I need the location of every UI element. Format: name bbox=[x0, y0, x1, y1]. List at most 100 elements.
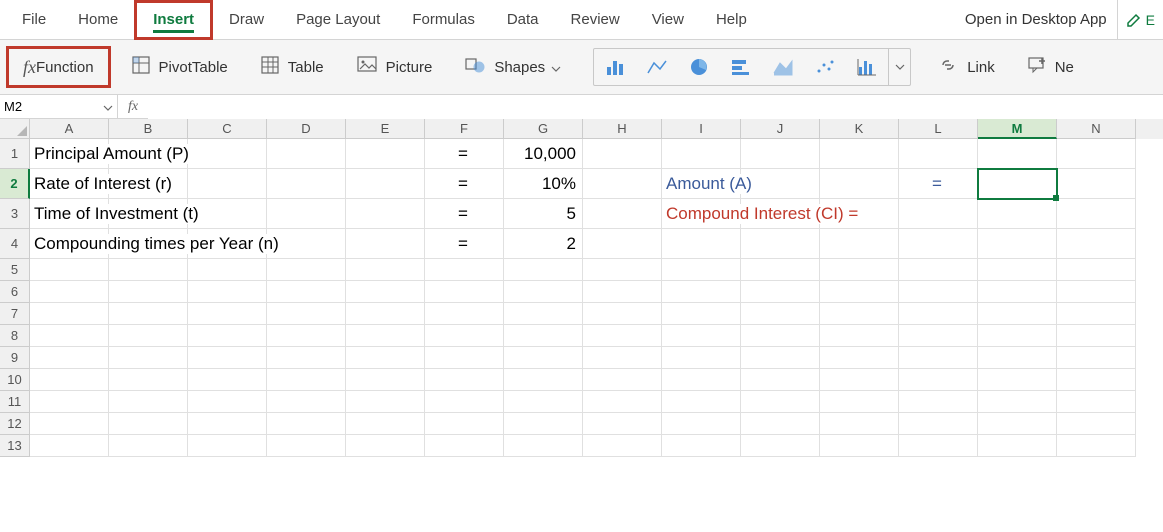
scatter-chart-button[interactable] bbox=[804, 49, 846, 85]
cell-M11[interactable] bbox=[978, 391, 1057, 413]
cell-B10[interactable] bbox=[109, 369, 188, 391]
cell-H1[interactable] bbox=[583, 139, 662, 169]
cell-G13[interactable] bbox=[504, 435, 583, 457]
cell-A3[interactable]: Time of Investment (t) bbox=[30, 199, 109, 229]
column-header-M[interactable]: M bbox=[978, 119, 1057, 139]
column-header-J[interactable]: J bbox=[741, 119, 820, 139]
cell-H5[interactable] bbox=[583, 259, 662, 281]
cell-G5[interactable] bbox=[504, 259, 583, 281]
cell-A8[interactable] bbox=[30, 325, 109, 347]
cell-J10[interactable] bbox=[741, 369, 820, 391]
select-all-corner[interactable] bbox=[0, 119, 30, 139]
cell-D3[interactable] bbox=[267, 199, 346, 229]
cell-M9[interactable] bbox=[978, 347, 1057, 369]
cell-M5[interactable] bbox=[978, 259, 1057, 281]
cell-A13[interactable] bbox=[30, 435, 109, 457]
column-header-A[interactable]: A bbox=[30, 119, 109, 139]
shapes-button[interactable]: Shapes bbox=[452, 48, 581, 86]
cell-F2[interactable]: = bbox=[425, 169, 504, 199]
cell-D8[interactable] bbox=[267, 325, 346, 347]
cell-E5[interactable] bbox=[346, 259, 425, 281]
cell-I2[interactable]: Amount (A) bbox=[662, 169, 741, 199]
cell-G10[interactable] bbox=[504, 369, 583, 391]
cell-K13[interactable] bbox=[820, 435, 899, 457]
cell-I11[interactable] bbox=[662, 391, 741, 413]
open-desktop-button[interactable]: Open in Desktop App bbox=[965, 11, 1107, 28]
cell-F10[interactable] bbox=[425, 369, 504, 391]
cell-B6[interactable] bbox=[109, 281, 188, 303]
cell-N6[interactable] bbox=[1057, 281, 1136, 303]
cell-M7[interactable] bbox=[978, 303, 1057, 325]
cell-G6[interactable] bbox=[504, 281, 583, 303]
column-header-K[interactable]: K bbox=[820, 119, 899, 139]
cell-G7[interactable] bbox=[504, 303, 583, 325]
tab-home[interactable]: Home bbox=[62, 0, 134, 40]
cell-C10[interactable] bbox=[188, 369, 267, 391]
column-header-D[interactable]: D bbox=[267, 119, 346, 139]
chevron-down-icon[interactable] bbox=[103, 99, 113, 114]
cell-D12[interactable] bbox=[267, 413, 346, 435]
cell-L6[interactable] bbox=[899, 281, 978, 303]
cell-I9[interactable] bbox=[662, 347, 741, 369]
cell-N5[interactable] bbox=[1057, 259, 1136, 281]
cell-I13[interactable] bbox=[662, 435, 741, 457]
cell-F11[interactable] bbox=[425, 391, 504, 413]
cell-I3[interactable]: Compound Interest (CI) = bbox=[662, 199, 741, 229]
cell-E10[interactable] bbox=[346, 369, 425, 391]
cell-F13[interactable] bbox=[425, 435, 504, 457]
cell-D2[interactable] bbox=[267, 169, 346, 199]
cell-B7[interactable] bbox=[109, 303, 188, 325]
cell-C1[interactable] bbox=[188, 139, 267, 169]
cell-A2[interactable]: Rate of Interest (r) bbox=[30, 169, 109, 199]
cell-H10[interactable] bbox=[583, 369, 662, 391]
cell-D1[interactable] bbox=[267, 139, 346, 169]
cell-K4[interactable] bbox=[820, 229, 899, 259]
name-box[interactable]: M2 bbox=[0, 95, 118, 119]
tab-insert[interactable]: Insert bbox=[134, 0, 213, 40]
cell-I12[interactable] bbox=[662, 413, 741, 435]
cell-F6[interactable] bbox=[425, 281, 504, 303]
cell-D11[interactable] bbox=[267, 391, 346, 413]
cell-J7[interactable] bbox=[741, 303, 820, 325]
cell-A1[interactable]: Principal Amount (P) bbox=[30, 139, 109, 169]
cell-M10[interactable] bbox=[978, 369, 1057, 391]
cell-J11[interactable] bbox=[741, 391, 820, 413]
editing-button[interactable]: E bbox=[1117, 0, 1163, 40]
cell-N7[interactable] bbox=[1057, 303, 1136, 325]
cell-I6[interactable] bbox=[662, 281, 741, 303]
cell-H4[interactable] bbox=[583, 229, 662, 259]
row-header-8[interactable]: 8 bbox=[0, 325, 30, 347]
column-header-G[interactable]: G bbox=[504, 119, 583, 139]
row-header-13[interactable]: 13 bbox=[0, 435, 30, 457]
cell-L2[interactable]: = bbox=[899, 169, 978, 199]
column-chart-button[interactable] bbox=[594, 49, 636, 85]
cell-N2[interactable] bbox=[1057, 169, 1136, 199]
table-button[interactable]: Table bbox=[248, 48, 336, 86]
cell-I5[interactable] bbox=[662, 259, 741, 281]
cell-C9[interactable] bbox=[188, 347, 267, 369]
cell-A6[interactable] bbox=[30, 281, 109, 303]
cell-M13[interactable] bbox=[978, 435, 1057, 457]
cell-N10[interactable] bbox=[1057, 369, 1136, 391]
cell-M1[interactable] bbox=[978, 139, 1057, 169]
tab-formulas[interactable]: Formulas bbox=[396, 0, 491, 40]
cell-L12[interactable] bbox=[899, 413, 978, 435]
cell-K11[interactable] bbox=[820, 391, 899, 413]
cell-H11[interactable] bbox=[583, 391, 662, 413]
tab-page-layout[interactable]: Page Layout bbox=[280, 0, 396, 40]
row-header-10[interactable]: 10 bbox=[0, 369, 30, 391]
row-header-4[interactable]: 4 bbox=[0, 229, 30, 259]
cell-E2[interactable] bbox=[346, 169, 425, 199]
cell-N1[interactable] bbox=[1057, 139, 1136, 169]
cell-M4[interactable] bbox=[978, 229, 1057, 259]
cell-N4[interactable] bbox=[1057, 229, 1136, 259]
cell-J5[interactable] bbox=[741, 259, 820, 281]
cell-F3[interactable]: = bbox=[425, 199, 504, 229]
cell-N8[interactable] bbox=[1057, 325, 1136, 347]
column-header-F[interactable]: F bbox=[425, 119, 504, 139]
cell-J1[interactable] bbox=[741, 139, 820, 169]
cell-E11[interactable] bbox=[346, 391, 425, 413]
cell-N12[interactable] bbox=[1057, 413, 1136, 435]
cell-H6[interactable] bbox=[583, 281, 662, 303]
tab-data[interactable]: Data bbox=[491, 0, 555, 40]
